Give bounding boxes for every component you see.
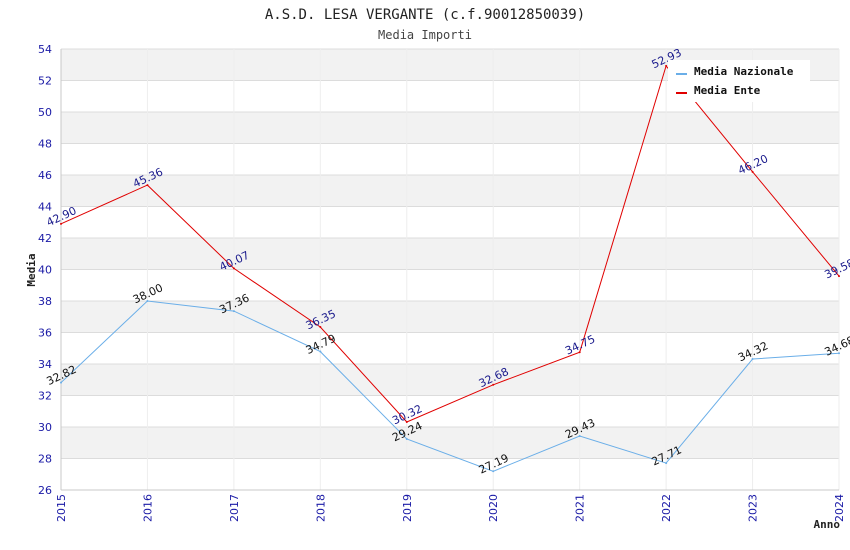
- y-axis-label: Media: [25, 253, 38, 286]
- series-line-media-nazionale: [60, 300, 840, 472]
- legend-entry: Media Nazionale: [694, 65, 794, 78]
- data-label-media-nazionale: 34.68: [822, 334, 850, 359]
- y-tick-label: 48: [38, 138, 52, 151]
- x-tick-label: 2023: [747, 494, 760, 522]
- chart-subtitle: Media Importi: [378, 28, 472, 42]
- data-point-media-ente: [319, 325, 322, 328]
- series-line-media-ente: [60, 64, 840, 423]
- y-tick-label: 44: [38, 201, 52, 214]
- legend: Media Nazionale Media Ente: [668, 60, 810, 102]
- grid-band: [61, 175, 839, 207]
- x-tick-label: 2015: [55, 494, 68, 522]
- axes: 26 28 30 32 34 36 38 40 42 44 46 48 50 52 54 2015 2016 20…: [38, 43, 846, 522]
- grid-band: [61, 364, 839, 396]
- series-lines: [60, 64, 840, 473]
- grid-band: [61, 301, 839, 333]
- y-tick-label: 50: [38, 106, 52, 119]
- data-label-media-ente: 34.75: [563, 332, 597, 357]
- data-point-media-nazionale: [578, 434, 581, 437]
- data-point-media-ente: [665, 64, 668, 67]
- x-tick-label: 2016: [141, 494, 154, 522]
- data-point-media-nazionale: [838, 352, 840, 355]
- x-axis-label: Anno: [814, 518, 841, 531]
- data-label-media-ente: 46.20: [736, 152, 770, 177]
- data-point-media-nazionale: [319, 350, 322, 353]
- grid: [60, 48, 840, 491]
- y-tick-label: 40: [38, 264, 52, 277]
- data-point-media-ente: [578, 351, 581, 354]
- x-tick-label: 2020: [487, 494, 500, 522]
- data-label-media-nazionale: 34.32: [736, 339, 770, 364]
- chart-title: A.S.D. LESA VERGANTE (c.f.90012850039): [265, 7, 585, 23]
- data-point-media-ente: [146, 184, 149, 187]
- data-point-media-ente: [405, 420, 408, 423]
- y-tick-label: 52: [38, 75, 52, 88]
- plot-background: [61, 49, 839, 459]
- data-point-media-ente: [232, 267, 235, 270]
- x-tick-label: 2017: [228, 494, 241, 522]
- data-point-media-nazionale: [405, 437, 408, 440]
- y-tick-label: 38: [38, 295, 52, 308]
- x-tick-label: 2024: [833, 494, 846, 522]
- data-point-media-ente: [492, 383, 495, 386]
- data-point-media-nazionale: [146, 300, 149, 302]
- data-point-media-nazionale: [751, 357, 754, 360]
- y-tick-label: 54: [38, 43, 52, 56]
- data-label-media-nazionale: 34.79: [304, 332, 338, 357]
- data-point-media-nazionale: [665, 462, 668, 465]
- y-tick-label: 46: [38, 169, 52, 182]
- data-point-media-nazionale: [492, 470, 495, 473]
- x-tick-label: 2018: [314, 494, 327, 522]
- data-point-media-nazionale: [60, 381, 62, 384]
- data-point-media-nazionale: [232, 310, 235, 313]
- grid-band: [61, 112, 839, 144]
- x-tick-label: 2021: [574, 494, 587, 522]
- y-tick-label: 30: [38, 421, 52, 434]
- y-tick-label: 42: [38, 232, 52, 245]
- y-tick-label: 28: [38, 453, 52, 466]
- y-tick-label: 36: [38, 327, 52, 340]
- y-tick-label: 32: [38, 390, 52, 403]
- x-tick-label: 2022: [660, 494, 673, 522]
- data-point-media-ente: [751, 170, 754, 173]
- grid-band: [61, 238, 839, 270]
- data-point-media-ente: [838, 275, 840, 278]
- y-tick-label: 26: [38, 484, 52, 497]
- y-tick-label: 34: [38, 358, 52, 371]
- legend-box: [668, 60, 810, 102]
- data-point-media-ente: [60, 222, 62, 225]
- x-tick-label: 2019: [401, 494, 414, 522]
- grid-band: [61, 427, 839, 459]
- legend-entry: Media Ente: [694, 84, 761, 97]
